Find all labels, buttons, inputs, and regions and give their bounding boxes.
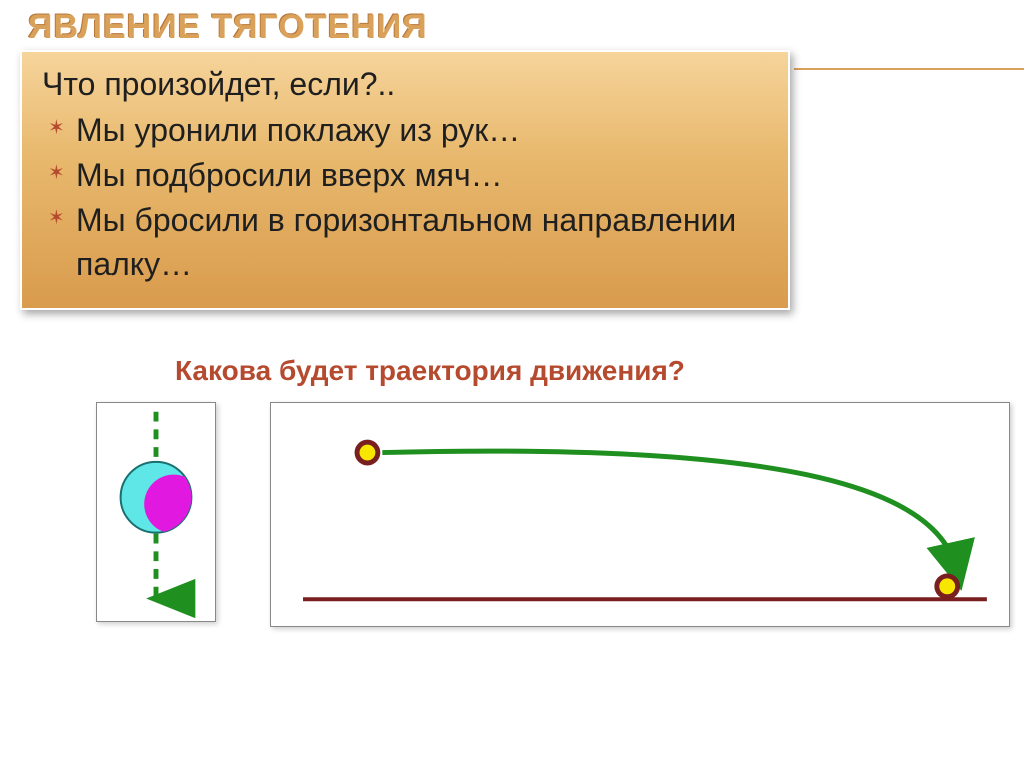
list-item: Мы подбросили вверх мяч… xyxy=(42,154,768,197)
diagram-falling-sphere xyxy=(96,402,216,622)
projectile-svg xyxy=(271,403,1009,626)
page-title: Явление тяготения xyxy=(28,8,428,47)
sphere-magenta xyxy=(144,475,203,534)
falling-sphere-svg xyxy=(97,403,215,621)
list-item: Мы бросили в горизонтальном направлении … xyxy=(42,199,768,285)
end-ball-core xyxy=(939,578,955,594)
sub-question: Какова будет траектория движения? xyxy=(175,355,685,387)
accent-line xyxy=(794,68,1024,70)
question-box: Что произойдет, если?.. Мы уронили покла… xyxy=(20,50,790,310)
box-list: Мы уронили поклажу из рук… Мы подбросили… xyxy=(42,109,768,286)
trajectory-arc xyxy=(382,451,957,571)
start-ball-core xyxy=(360,445,376,461)
diagram-projectile xyxy=(270,402,1010,627)
list-item: Мы уронили поклажу из рук… xyxy=(42,109,768,152)
box-heading: Что произойдет, если?.. xyxy=(42,66,768,103)
